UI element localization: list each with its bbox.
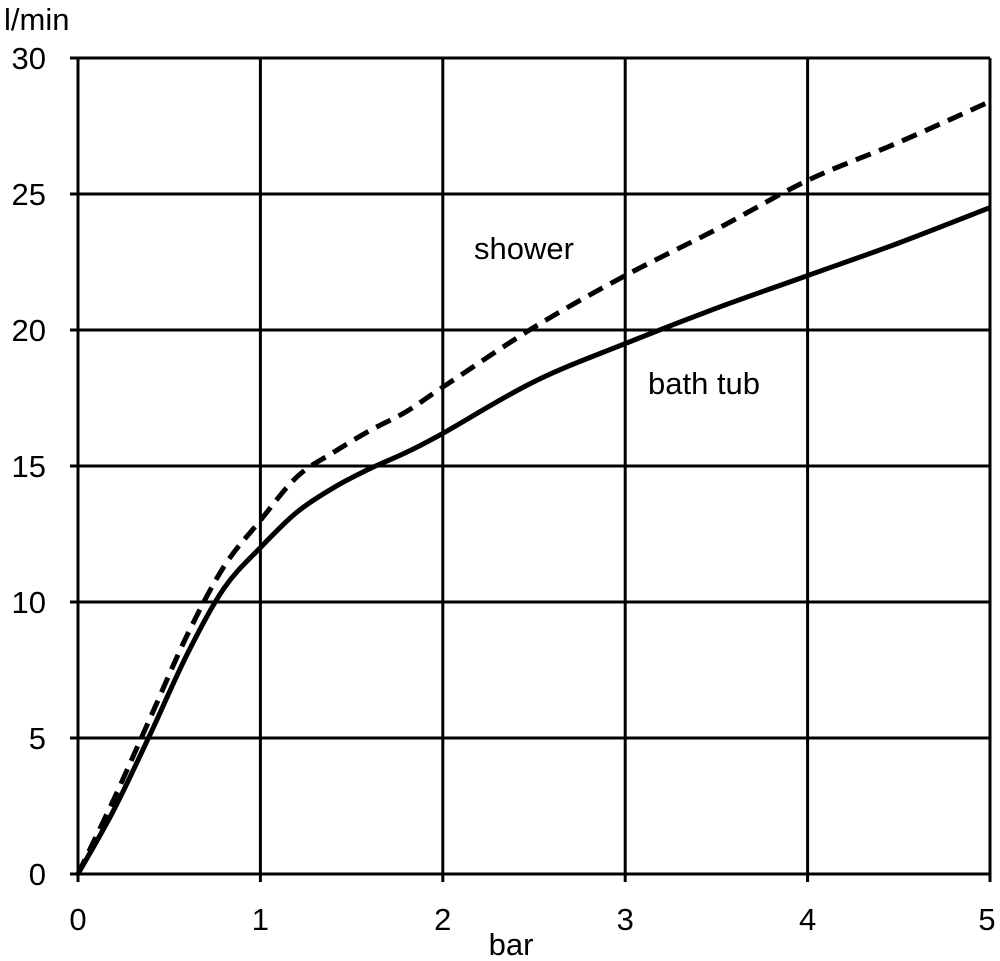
y-tick-label-25: 25 [12,177,46,212]
labels: l/min bar shower bath tub [4,2,760,961]
y-tick-label-20: 20 [12,313,46,348]
series-line-shower [75,99,992,876]
x-tick-label-3: 3 [617,902,634,937]
x-tick-label-5: 5 [978,902,995,937]
x-tick-label-1: 1 [252,902,269,937]
y-tick-label-30: 30 [12,41,46,76]
series-layer [75,99,992,876]
grid [78,56,992,874]
series-label-bath-tub: bath tub [648,366,760,401]
y-tick-label-0: 0 [29,857,46,892]
x-tick-label-2: 2 [434,902,451,937]
x-tick-label-0: 0 [69,902,86,937]
x-axis-title: bar [489,927,534,961]
y-axis-title: l/min [4,2,69,37]
series-label-shower: shower [474,231,574,266]
y-tick-label-15: 15 [12,449,46,484]
y-tick-label-10: 10 [12,585,46,620]
y-tick-label-5: 5 [29,721,46,756]
axes: 0 5 10 15 20 25 30 0 1 2 3 4 5 [12,41,996,937]
x-tick-label-4: 4 [799,902,816,937]
series-line-bath-tub [75,205,991,876]
